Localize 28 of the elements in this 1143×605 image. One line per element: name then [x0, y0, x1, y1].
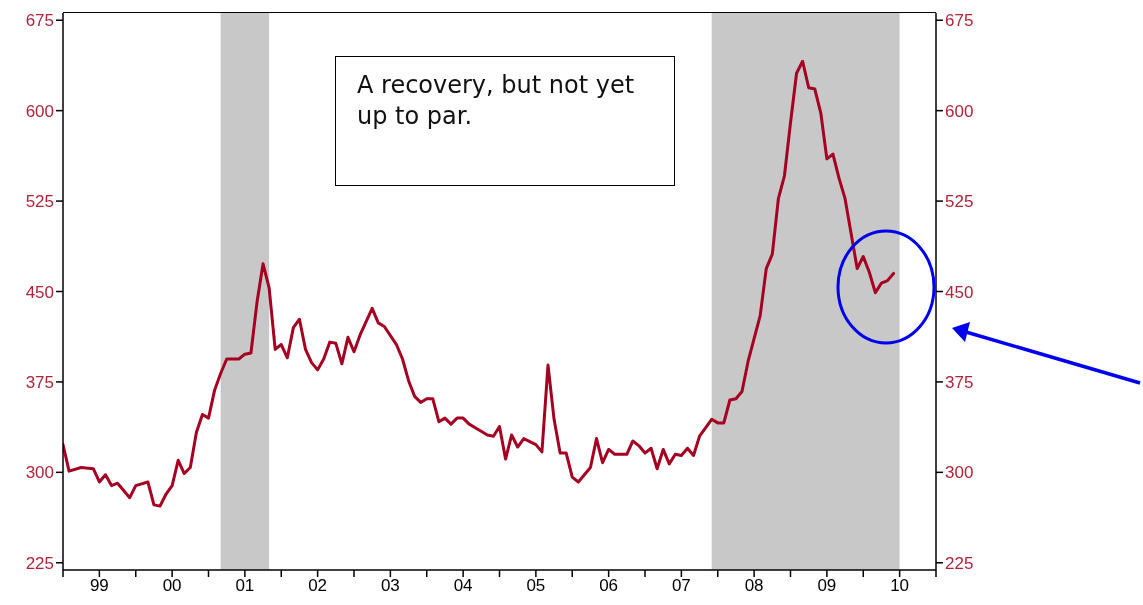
- x-tick-label: 05: [526, 576, 546, 596]
- y2-tick-label: 675: [945, 11, 974, 31]
- y2-tick-label: 450: [945, 282, 974, 302]
- y-tick-label: 675: [25, 11, 54, 31]
- x-tick-label: 10: [890, 576, 910, 596]
- y2-tick-label: 300: [945, 463, 974, 483]
- annotation: A recovery, but not yet up to par.: [357, 70, 635, 132]
- y-tick-label: 450: [25, 282, 54, 302]
- x-tick-label: 06: [599, 576, 619, 596]
- x-tick-label: 09: [817, 576, 837, 596]
- y2-tick-label: 525: [945, 192, 974, 212]
- line-series: [63, 59, 896, 508]
- x-tick-label: 07: [671, 576, 691, 596]
- x-tick-label: 02: [308, 576, 328, 596]
- x-tick-label: 00: [162, 576, 182, 596]
- y-tick-label: 375: [25, 372, 54, 392]
- y2-tick-label: 600: [945, 101, 974, 121]
- y2-tick-label: 375: [945, 372, 974, 392]
- x-tick-label: 99: [89, 576, 109, 596]
- y2-tick-label: 225: [945, 553, 974, 573]
- y-tick-label: 225: [25, 553, 54, 573]
- x-tick-label: 08: [744, 576, 764, 596]
- y-tick-label: 525: [25, 192, 54, 212]
- y-tick-label: 600: [25, 101, 54, 121]
- x-tick-label: 04: [453, 576, 473, 596]
- y-tick-label: 300: [25, 463, 54, 483]
- x-tick-label: 03: [380, 576, 400, 596]
- x-tick-label: 01: [235, 576, 255, 596]
